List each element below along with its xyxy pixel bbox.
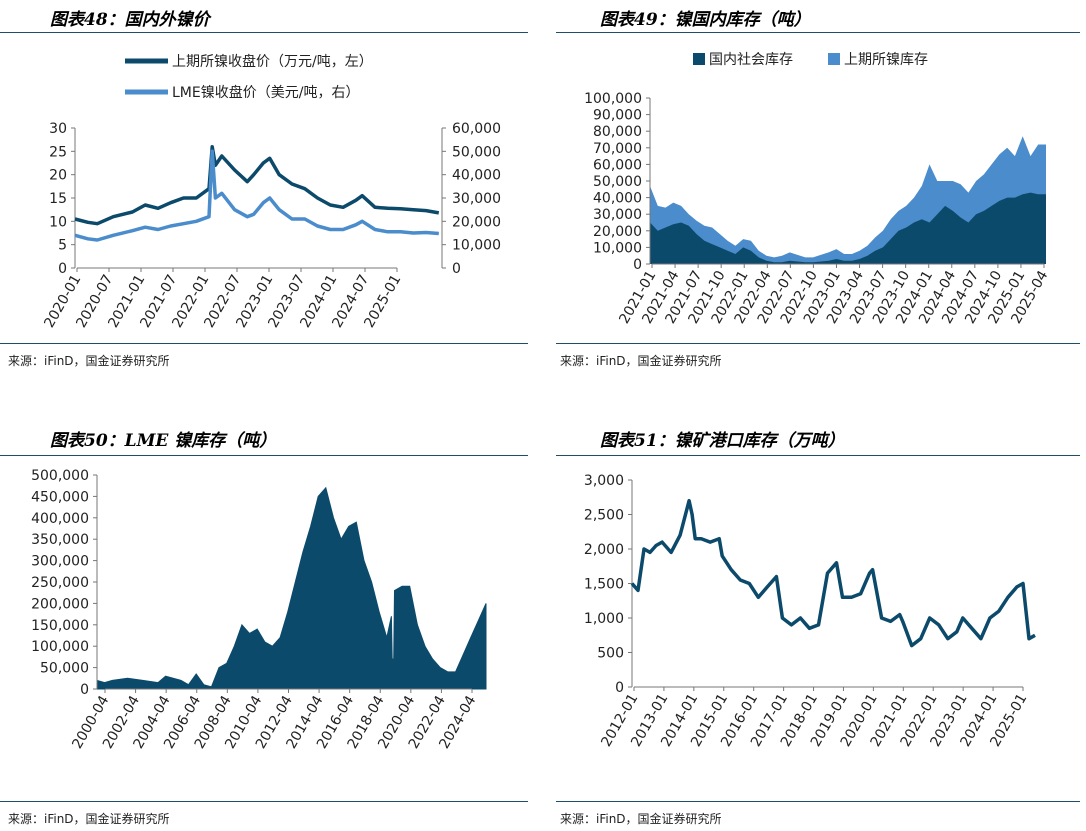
y-axis-label: 50,000 (40, 661, 89, 677)
y-axis-label: 0 (615, 680, 624, 696)
y-axis-label: 50,000 (593, 174, 642, 190)
legend-label-0: 国内社会库存 (709, 52, 793, 68)
y-axis-label: 100,000 (31, 639, 89, 655)
panel-49-bottom-rule (556, 343, 1080, 344)
right-y-axis-label: 40,000 (452, 168, 501, 184)
y-axis-label: 500 (597, 646, 624, 662)
y-axis-label: 30,000 (593, 207, 642, 223)
panel-48-source: 来源：iFinD，国金证券研究所 (8, 354, 170, 368)
series-line-port (630, 498, 1036, 648)
y-axis-label: 40,000 (593, 191, 642, 207)
legend-label-1: LME镍收盘价（美元/吨，右） (172, 84, 359, 101)
left-y-axis-label: 10 (49, 214, 67, 230)
left-y-axis-label: 25 (49, 144, 67, 160)
y-axis-label: 100,000 (584, 91, 642, 107)
price-chart: 0 5 10 15 20 25 30 0 10,000 20,000 30,000 40,000 50,… (41, 53, 501, 331)
y-axis-label: 80,000 (593, 124, 642, 140)
y-axis-label: 3,000 (584, 473, 624, 489)
right-y-axis-label: 20,000 (452, 214, 501, 230)
left-y-axis-label: 5 (58, 238, 67, 254)
panel-49-title: 图表49：镍国内库存（吨） (600, 10, 811, 30)
panel-51-source: 来源：iFinD，国金证券研究所 (560, 812, 722, 826)
left-y-axis-label: 15 (49, 191, 67, 207)
y-axis-label: 20,000 (593, 224, 642, 240)
left-y-axis-label: 0 (58, 261, 67, 277)
panel-50-title: 图表50：LME 镍库存（吨） (50, 431, 277, 451)
y-axis-label: 60,000 (593, 157, 642, 173)
left-y-axis-label: 30 (49, 121, 67, 137)
right-y-axis-label: 50,000 (452, 144, 501, 160)
panel-50-top-rule (0, 455, 528, 456)
y-axis-label: 90,000 (593, 108, 642, 124)
y-axis-label: 10,000 (593, 240, 642, 256)
panel-50-source: 来源：iFinD，国金证券研究所 (8, 812, 170, 826)
y-axis-label: 250,000 (31, 575, 89, 591)
panel-48-top-rule (0, 32, 528, 33)
series-area-lme (96, 486, 487, 690)
y-axis-label: 2,000 (584, 542, 624, 558)
legend-swatch-0 (693, 53, 705, 65)
right-y-axis-label: 30,000 (452, 191, 501, 207)
y-axis-label: 150,000 (31, 618, 89, 634)
y-axis-label: 0 (80, 682, 89, 698)
y-axis-label: 450,000 (31, 489, 89, 505)
port-ore-inventory-chart: 05001,0001,5002,0002,5003,0002012-012013… (584, 473, 1036, 750)
y-axis-label: 0 (633, 257, 642, 273)
y-axis-label: 200,000 (31, 596, 89, 612)
panel-48-title: 图表48：国内外镍价 (50, 10, 210, 30)
y-axis-label: 1,000 (584, 611, 624, 627)
legend-label-1: 上期所镍库存 (844, 52, 928, 68)
series-line-1 (74, 149, 439, 242)
y-axis-label: 350,000 (31, 532, 89, 548)
y-axis-label: 70,000 (593, 141, 642, 157)
y-axis-label: 1,500 (584, 577, 624, 593)
y-axis-label: 500,000 (31, 468, 89, 484)
y-axis-label: 300,000 (31, 554, 89, 570)
domestic-inventory-chart: 010,00020,00030,00040,00050,00060,00070,… (584, 52, 1051, 327)
y-axis-label: 2,500 (584, 508, 624, 524)
series-area-social (650, 192, 1046, 264)
legend-label-0: 上期所镍收盘价（万元/吨，左） (172, 53, 373, 70)
panel-50-bottom-rule (0, 801, 528, 802)
panel-49-top-rule (556, 32, 1080, 33)
legend-swatch-1 (828, 53, 840, 65)
panel-48-bottom-rule (0, 343, 528, 344)
y-axis-label: 400,000 (31, 511, 89, 527)
left-y-axis-label: 20 (49, 168, 67, 184)
right-y-axis-label: 0 (452, 261, 461, 277)
right-y-axis-label: 60,000 (452, 121, 501, 137)
right-y-axis-label: 10,000 (452, 238, 501, 254)
lme-inventory-chart: 0 50,000 100,000 150,000 200,000 250,000 300,0… (31, 468, 487, 752)
panel-51-top-rule (556, 455, 1080, 456)
panel-51-title: 图表51：镍矿港口库存（万吨） (600, 431, 845, 451)
panel-49-source: 来源：iFinD，国金证券研究所 (560, 354, 722, 368)
panel-51-bottom-rule (556, 801, 1080, 802)
